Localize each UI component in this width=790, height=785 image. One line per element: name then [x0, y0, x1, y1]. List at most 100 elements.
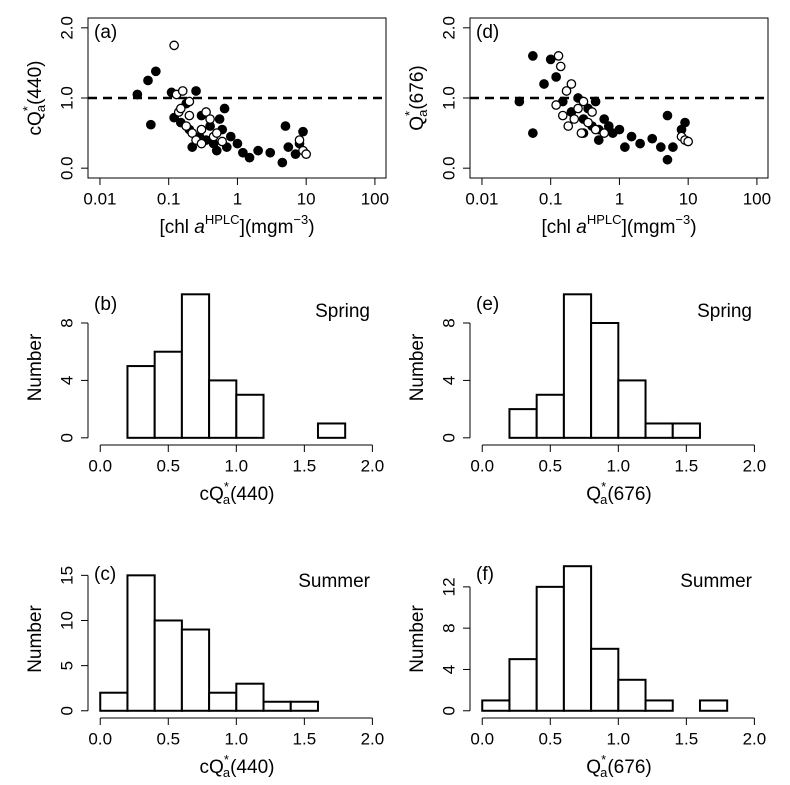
bar [126, 574, 156, 712]
x-tick-label: 1.0 [224, 456, 248, 475]
x-tick-label: 2.0 [743, 456, 767, 475]
y-tick-label: 15 [57, 566, 76, 585]
y-tick-label: 0 [439, 706, 458, 715]
point [603, 121, 614, 131]
x-tick-label: 0.01 [83, 189, 116, 208]
y-tick-label: 2.0 [439, 16, 458, 40]
y-tick-label: 4 [439, 376, 458, 385]
point [590, 96, 601, 107]
point [557, 110, 568, 121]
axis-label: Q*a(676) [402, 65, 430, 130]
bar [535, 393, 565, 439]
x-tick-label: 0.0 [470, 729, 494, 748]
bar [644, 422, 674, 439]
y-tick-label: 12 [439, 577, 458, 596]
label-part: a [600, 765, 608, 780]
axis-label: Q*a(676) [586, 479, 651, 507]
point [196, 124, 207, 135]
point [201, 107, 211, 117]
panel-label: (f) [476, 564, 494, 585]
x-tick-label: 1.5 [675, 729, 699, 748]
label-part: HPLC [587, 212, 622, 227]
point [143, 75, 153, 86]
point [196, 138, 207, 149]
point [647, 133, 658, 144]
point [578, 96, 589, 107]
bar [208, 379, 238, 439]
label-part: HPLC [205, 212, 240, 227]
bar [316, 422, 347, 439]
point [561, 86, 572, 96]
label-part: a [194, 217, 205, 238]
point [563, 121, 574, 131]
point [132, 89, 143, 100]
label-part: Number [407, 333, 428, 401]
bar [153, 619, 183, 712]
season-label: Spring [697, 301, 752, 322]
y-tick-label: 1.0 [439, 86, 458, 110]
bar [644, 699, 674, 712]
axis-label: [chl aHPLC](mgm−3) [541, 212, 696, 238]
point [583, 117, 593, 128]
point [551, 100, 561, 110]
label-part: ](mgm [240, 217, 294, 238]
label-part: (676) [407, 65, 428, 109]
label-part: Number [25, 605, 46, 673]
point [655, 142, 666, 152]
label-part: ) [690, 217, 696, 238]
x-tick-label: 1.5 [293, 729, 317, 748]
point [169, 40, 179, 51]
point [527, 51, 538, 61]
x-tick-label: 0.5 [538, 456, 562, 475]
x-tick-label: 2.0 [361, 729, 385, 748]
point [175, 103, 186, 114]
label-part: (676) [607, 484, 651, 505]
point [244, 152, 255, 163]
point [545, 54, 556, 65]
bar [180, 628, 211, 712]
bar [590, 322, 620, 439]
point [253, 145, 263, 156]
point [283, 142, 294, 152]
point [527, 128, 538, 138]
x-tick-label: 0.01 [465, 189, 498, 208]
point [576, 128, 587, 138]
point [211, 128, 222, 138]
label-part: * [601, 752, 606, 767]
label-part: Number [25, 333, 46, 401]
bar [508, 658, 538, 712]
point [626, 131, 637, 142]
label-part: a [600, 492, 608, 507]
bar [535, 585, 565, 712]
plot-box [87, 17, 387, 179]
x-tick-label: 100 [743, 189, 771, 208]
label-part: ) [308, 217, 314, 238]
point [214, 114, 225, 124]
bar [99, 691, 129, 712]
point [599, 114, 610, 124]
point [205, 114, 215, 124]
y-tick-label: 0.0 [57, 156, 76, 180]
x-tick-label: 0.1 [539, 189, 563, 208]
point [184, 110, 195, 121]
label-part: cQ [200, 757, 224, 778]
point [225, 131, 236, 142]
point [301, 149, 312, 159]
x-tick-label: 0.1 [157, 189, 181, 208]
label-part: a [223, 765, 231, 780]
point [514, 96, 525, 107]
label-part: −3 [675, 212, 690, 227]
y-tick-label: 10 [57, 611, 76, 630]
label-part: a [223, 492, 231, 507]
point [150, 66, 161, 77]
label-part: * [402, 111, 417, 116]
point [587, 107, 597, 117]
x-tick-label: 1 [233, 189, 242, 208]
bar [562, 293, 593, 439]
axis-label: Number [25, 605, 46, 673]
point [553, 51, 564, 61]
y-tick-label: 4 [57, 376, 76, 385]
label-part: (676) [607, 757, 651, 778]
x-tick-label: 100 [361, 189, 389, 208]
point [238, 147, 248, 158]
